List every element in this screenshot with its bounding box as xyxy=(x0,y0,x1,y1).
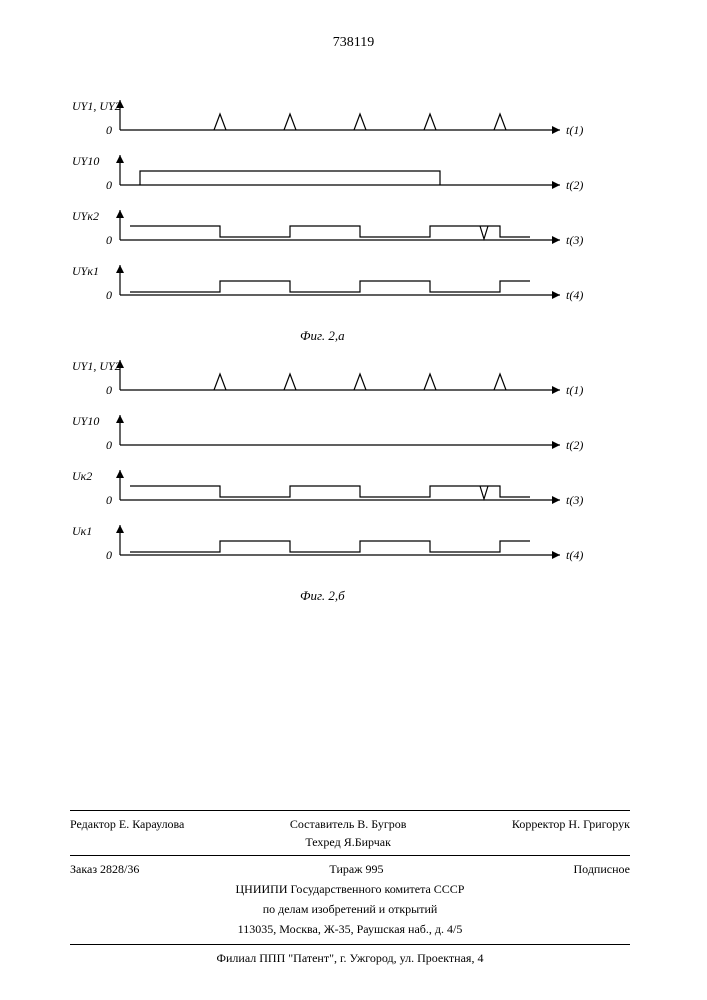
svg-text:0: 0 xyxy=(106,233,112,247)
branch-line: Филиал ППП "Патент", г. Ужгород, ул. Про… xyxy=(70,944,630,967)
svg-text:Фиг. 2,а: Фиг. 2,а xyxy=(300,328,345,343)
svg-text:t(3): t(3) xyxy=(566,493,583,507)
svg-text:0: 0 xyxy=(106,288,112,302)
techred-credit: Техред Я.Бирчак xyxy=(305,835,391,849)
svg-text:UY1, UY2: UY1, UY2 xyxy=(72,100,121,113)
svg-text:UYк2: UYк2 xyxy=(72,209,99,223)
editor-credit: Редактор Е. Караулова xyxy=(70,815,184,851)
svg-text:t(3): t(3) xyxy=(566,233,583,247)
svg-text:t(1): t(1) xyxy=(566,383,583,397)
svg-text:0: 0 xyxy=(106,123,112,137)
svg-text:0: 0 xyxy=(106,383,112,397)
org-line1: ЦНИИПИ Государственного комитета СССР xyxy=(70,880,630,898)
svg-text:t(4): t(4) xyxy=(566,288,583,302)
svg-text:t(4): t(4) xyxy=(566,548,583,562)
svg-text:Uк2: Uк2 xyxy=(72,469,92,483)
svg-text:t(1): t(1) xyxy=(566,123,583,137)
order-number: Заказ 2828/36 xyxy=(70,860,139,878)
svg-text:0: 0 xyxy=(106,493,112,507)
svg-text:0: 0 xyxy=(106,178,112,192)
svg-text:0: 0 xyxy=(106,438,112,452)
svg-text:Фиг. 2,б: Фиг. 2,б xyxy=(300,588,345,603)
org-line2: по делам изобретений и открытий xyxy=(70,900,630,918)
corrector-credit: Корректор Н. Григорук xyxy=(512,815,630,851)
svg-text:t(2): t(2) xyxy=(566,178,583,192)
svg-text:t(2): t(2) xyxy=(566,438,583,452)
svg-text:UY10: UY10 xyxy=(72,154,99,168)
subscription: Подписное xyxy=(574,860,631,878)
svg-text:Uк1: Uк1 xyxy=(72,524,92,538)
svg-text:UY10: UY10 xyxy=(72,414,99,428)
svg-text:UY1, UY2: UY1, UY2 xyxy=(72,359,121,373)
svg-text:UYк1: UYк1 xyxy=(72,264,99,278)
org-address: 113035, Москва, Ж-35, Раушская наб., д. … xyxy=(70,920,630,938)
svg-text:0: 0 xyxy=(106,548,112,562)
page-number: 738119 xyxy=(0,35,707,51)
compiler-credit: Составитель В. Бугров xyxy=(290,817,407,831)
circulation: Тираж 995 xyxy=(329,860,383,878)
timing-diagram: UY1, UY2 0 t(1) UY10 0 t(2) UYк2 0 t(3) UYк1 0 t(4)… xyxy=(60,100,620,685)
footer-block: Редактор Е. Караулова Составитель В. Буг… xyxy=(70,810,630,967)
